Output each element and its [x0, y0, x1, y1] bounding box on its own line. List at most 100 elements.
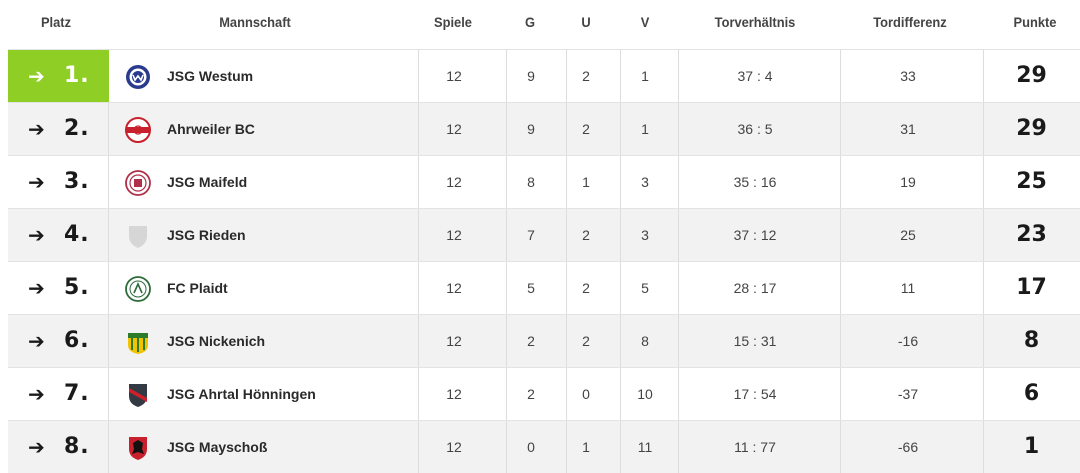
cell-spiele: 12 [446, 174, 462, 190]
table-row[interactable]: ➔ 2. Ahrweiler BC 12 9 2 1 36 : 5 31 29 [8, 102, 1080, 155]
table-row[interactable]: ➔ 8. JSG Mayschoß 12 0 1 11 11 : 77 -66 1 [8, 420, 1080, 473]
header-mannschaft[interactable]: Mannschaft [219, 14, 291, 30]
cell-v: 1 [641, 121, 649, 137]
column-divider [620, 156, 621, 208]
cell-spiele: 12 [446, 227, 462, 243]
arrow-right-icon: ➔ [28, 435, 45, 459]
team-name-link[interactable]: JSG Ahrtal Hönningen [167, 386, 316, 402]
column-divider [678, 315, 679, 367]
column-divider [506, 50, 507, 102]
points-cell: 1 [1023, 434, 1040, 459]
column-divider [506, 262, 507, 314]
column-divider [840, 262, 841, 314]
header-v[interactable]: V [640, 14, 650, 30]
cell-tore: 35 : 16 [733, 174, 777, 190]
plaidt-crest-icon [125, 276, 151, 302]
cell-spiele: 12 [446, 439, 462, 455]
rank-cell: ➔ 1. [8, 50, 109, 102]
column-divider [678, 103, 679, 155]
table-row[interactable]: ➔ 1. JSG Westum 12 9 2 1 37 : 4 33 29 [8, 49, 1080, 102]
header-spiele[interactable]: Spiele [434, 14, 472, 30]
cell-u: 0 [582, 386, 590, 402]
team-name-link[interactable]: JSG Nickenich [167, 333, 266, 349]
column-divider [620, 103, 621, 155]
cell-v: 5 [641, 280, 649, 296]
column-divider [418, 262, 419, 314]
cell-u: 2 [582, 227, 590, 243]
table-row[interactable]: ➔ 4. JSG Rieden 12 7 2 3 37 : 12 25 23 [8, 208, 1080, 261]
table-row[interactable]: ➔ 7. JSG Ahrtal Hönningen 12 2 0 10 17 : 54 -37 6 [8, 367, 1080, 420]
column-divider [506, 103, 507, 155]
column-divider [983, 315, 984, 367]
team-name-link[interactable]: JSG Mayschoß [167, 439, 268, 455]
column-divider [566, 262, 567, 314]
cell-diff: -16 [897, 333, 919, 349]
table-row[interactable]: ➔ 6. JSG Nickenich 12 2 2 8 15 : 31 -16 8 [8, 314, 1080, 367]
column-divider [566, 103, 567, 155]
cell-g: 0 [527, 439, 535, 455]
table-row[interactable]: ➔ 3. JSG Maifeld 12 8 1 3 35 : 16 19 25 [8, 155, 1080, 208]
column-divider [506, 209, 507, 261]
cell-diff: 11 [900, 280, 916, 296]
cell-diff: 33 [900, 68, 916, 84]
cell-tore: 17 : 54 [733, 386, 777, 402]
column-divider [566, 421, 567, 473]
column-divider [620, 368, 621, 420]
cell-diff: 19 [900, 174, 916, 190]
header-tordifferenz[interactable]: Tordifferenz [873, 14, 947, 30]
placeholder-shield-icon [125, 223, 151, 249]
column-divider [983, 50, 984, 102]
rank-cell: ➔ 8. [8, 421, 109, 473]
header-torverhaeltnis[interactable]: Torverhältnis [714, 14, 796, 30]
header-punkte[interactable]: Punkte [1013, 14, 1057, 30]
cell-g: 9 [527, 68, 535, 84]
team-name-link[interactable]: JSG Westum [167, 68, 254, 84]
team-name-link[interactable]: JSG Maifeld [167, 174, 248, 190]
hoenningen-crest-icon [125, 382, 151, 408]
header-g[interactable]: G [524, 14, 536, 30]
cell-u: 2 [582, 280, 590, 296]
cell-u: 2 [582, 68, 590, 84]
cell-u: 2 [582, 121, 590, 137]
column-divider [418, 103, 419, 155]
arrow-right-icon: ➔ [28, 276, 45, 300]
team-name-link[interactable]: JSG Rieden [167, 227, 246, 243]
cell-g: 2 [527, 333, 535, 349]
rank-number: 5. [64, 275, 90, 300]
points-cell: 25 [1016, 169, 1047, 194]
column-divider [678, 368, 679, 420]
rank-number: 1. [64, 63, 90, 88]
points-cell: 8 [1023, 328, 1040, 353]
team-name-link[interactable]: FC Plaidt [167, 280, 228, 296]
cell-diff: -37 [897, 386, 919, 402]
column-divider [566, 368, 567, 420]
column-divider [840, 50, 841, 102]
column-divider [566, 315, 567, 367]
maifeld-crest-icon [125, 170, 151, 196]
column-divider [418, 156, 419, 208]
team-name-link[interactable]: Ahrweiler BC [167, 121, 255, 137]
rank-cell: ➔ 3. [8, 156, 109, 208]
cell-tore: 15 : 31 [733, 333, 777, 349]
rank-number: 8. [64, 434, 90, 459]
column-divider [840, 368, 841, 420]
arrow-right-icon: ➔ [28, 117, 45, 141]
column-divider [620, 262, 621, 314]
column-divider [678, 262, 679, 314]
header-platz[interactable]: Platz [40, 14, 72, 30]
cell-tore: 11 : 77 [734, 439, 776, 455]
cell-g: 8 [527, 174, 535, 190]
column-divider [678, 421, 679, 473]
nickenich-crest-icon [125, 329, 151, 355]
table-row[interactable]: ➔ 5. FC Plaidt 12 5 2 5 28 : 17 11 17 [8, 261, 1080, 314]
header-u[interactable]: U [581, 14, 591, 30]
rank-number: 3. [64, 169, 90, 194]
rank-number: 6. [64, 328, 90, 353]
column-divider [506, 315, 507, 367]
ahrweiler-crest-icon [125, 117, 151, 143]
cell-v: 1 [641, 68, 649, 84]
points-cell: 29 [1016, 63, 1047, 88]
column-divider [840, 156, 841, 208]
cell-spiele: 12 [446, 386, 462, 402]
